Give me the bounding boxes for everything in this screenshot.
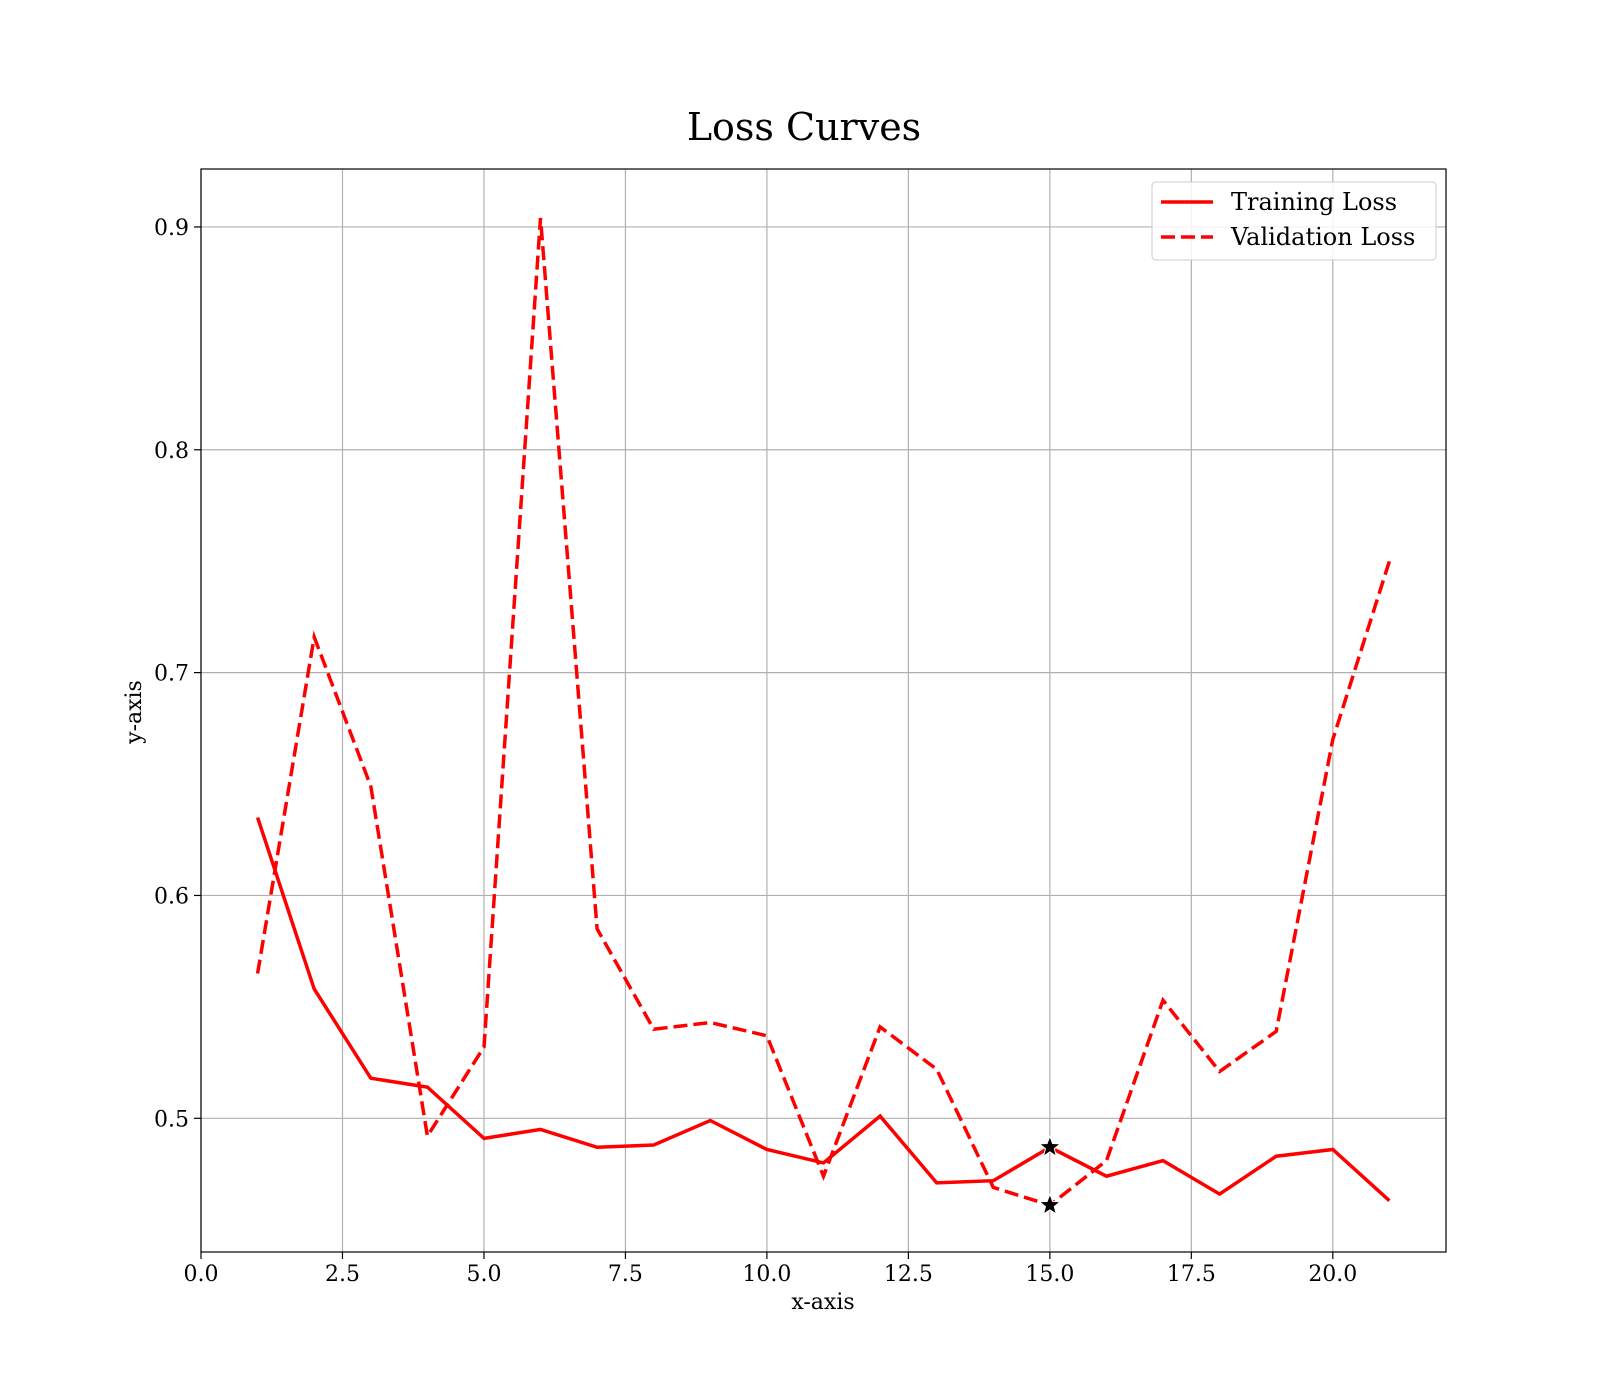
y-tick-label: 0.7	[154, 662, 189, 687]
star-marker	[1038, 1192, 1062, 1216]
y-tick-label: 0.8	[154, 439, 189, 464]
series-line-validation-loss	[255, 217, 1392, 1208]
legend-label-validation-loss: Validation Loss	[1230, 223, 1415, 251]
x-tick-label: 17.5	[1167, 1262, 1216, 1287]
marker-layer	[1038, 1134, 1062, 1216]
x-tick-label: 7.5	[608, 1262, 643, 1287]
legend-box	[1151, 181, 1437, 261]
y-tick-label: 0.9	[154, 216, 189, 241]
y-tick-label: 0.5	[154, 1107, 189, 1132]
legend: Training Loss Validation Loss	[1151, 181, 1437, 261]
y-axis-ticks: 0.5 0.6 0.7 0.8 0.9	[154, 216, 201, 1132]
x-axis-label: x-axis	[791, 1290, 854, 1315]
x-tick-label: 0.0	[184, 1262, 219, 1287]
x-tick-label: 10.0	[742, 1262, 791, 1287]
grid	[200, 169, 1446, 1252]
chart-title: Loss Curves	[687, 105, 921, 149]
x-tick-label: 15.0	[1025, 1262, 1074, 1287]
x-tick-label: 2.5	[325, 1262, 360, 1287]
x-tick-label: 20.0	[1308, 1262, 1357, 1287]
y-tick-label: 0.6	[154, 884, 189, 909]
series-layer	[255, 217, 1392, 1208]
plot-area-frame	[200, 168, 1447, 1253]
star-marker	[1038, 1134, 1062, 1158]
y-axis-label: y-axis	[122, 680, 147, 745]
x-axis-ticks: 0.0 2.5 5.0 7.5 10.0 12.5 15.0 17.5 20.0	[184, 1252, 1357, 1287]
legend-label-training-loss: Training Loss	[1231, 188, 1397, 216]
x-tick-label: 12.5	[884, 1262, 933, 1287]
x-tick-label: 5.0	[466, 1262, 501, 1287]
